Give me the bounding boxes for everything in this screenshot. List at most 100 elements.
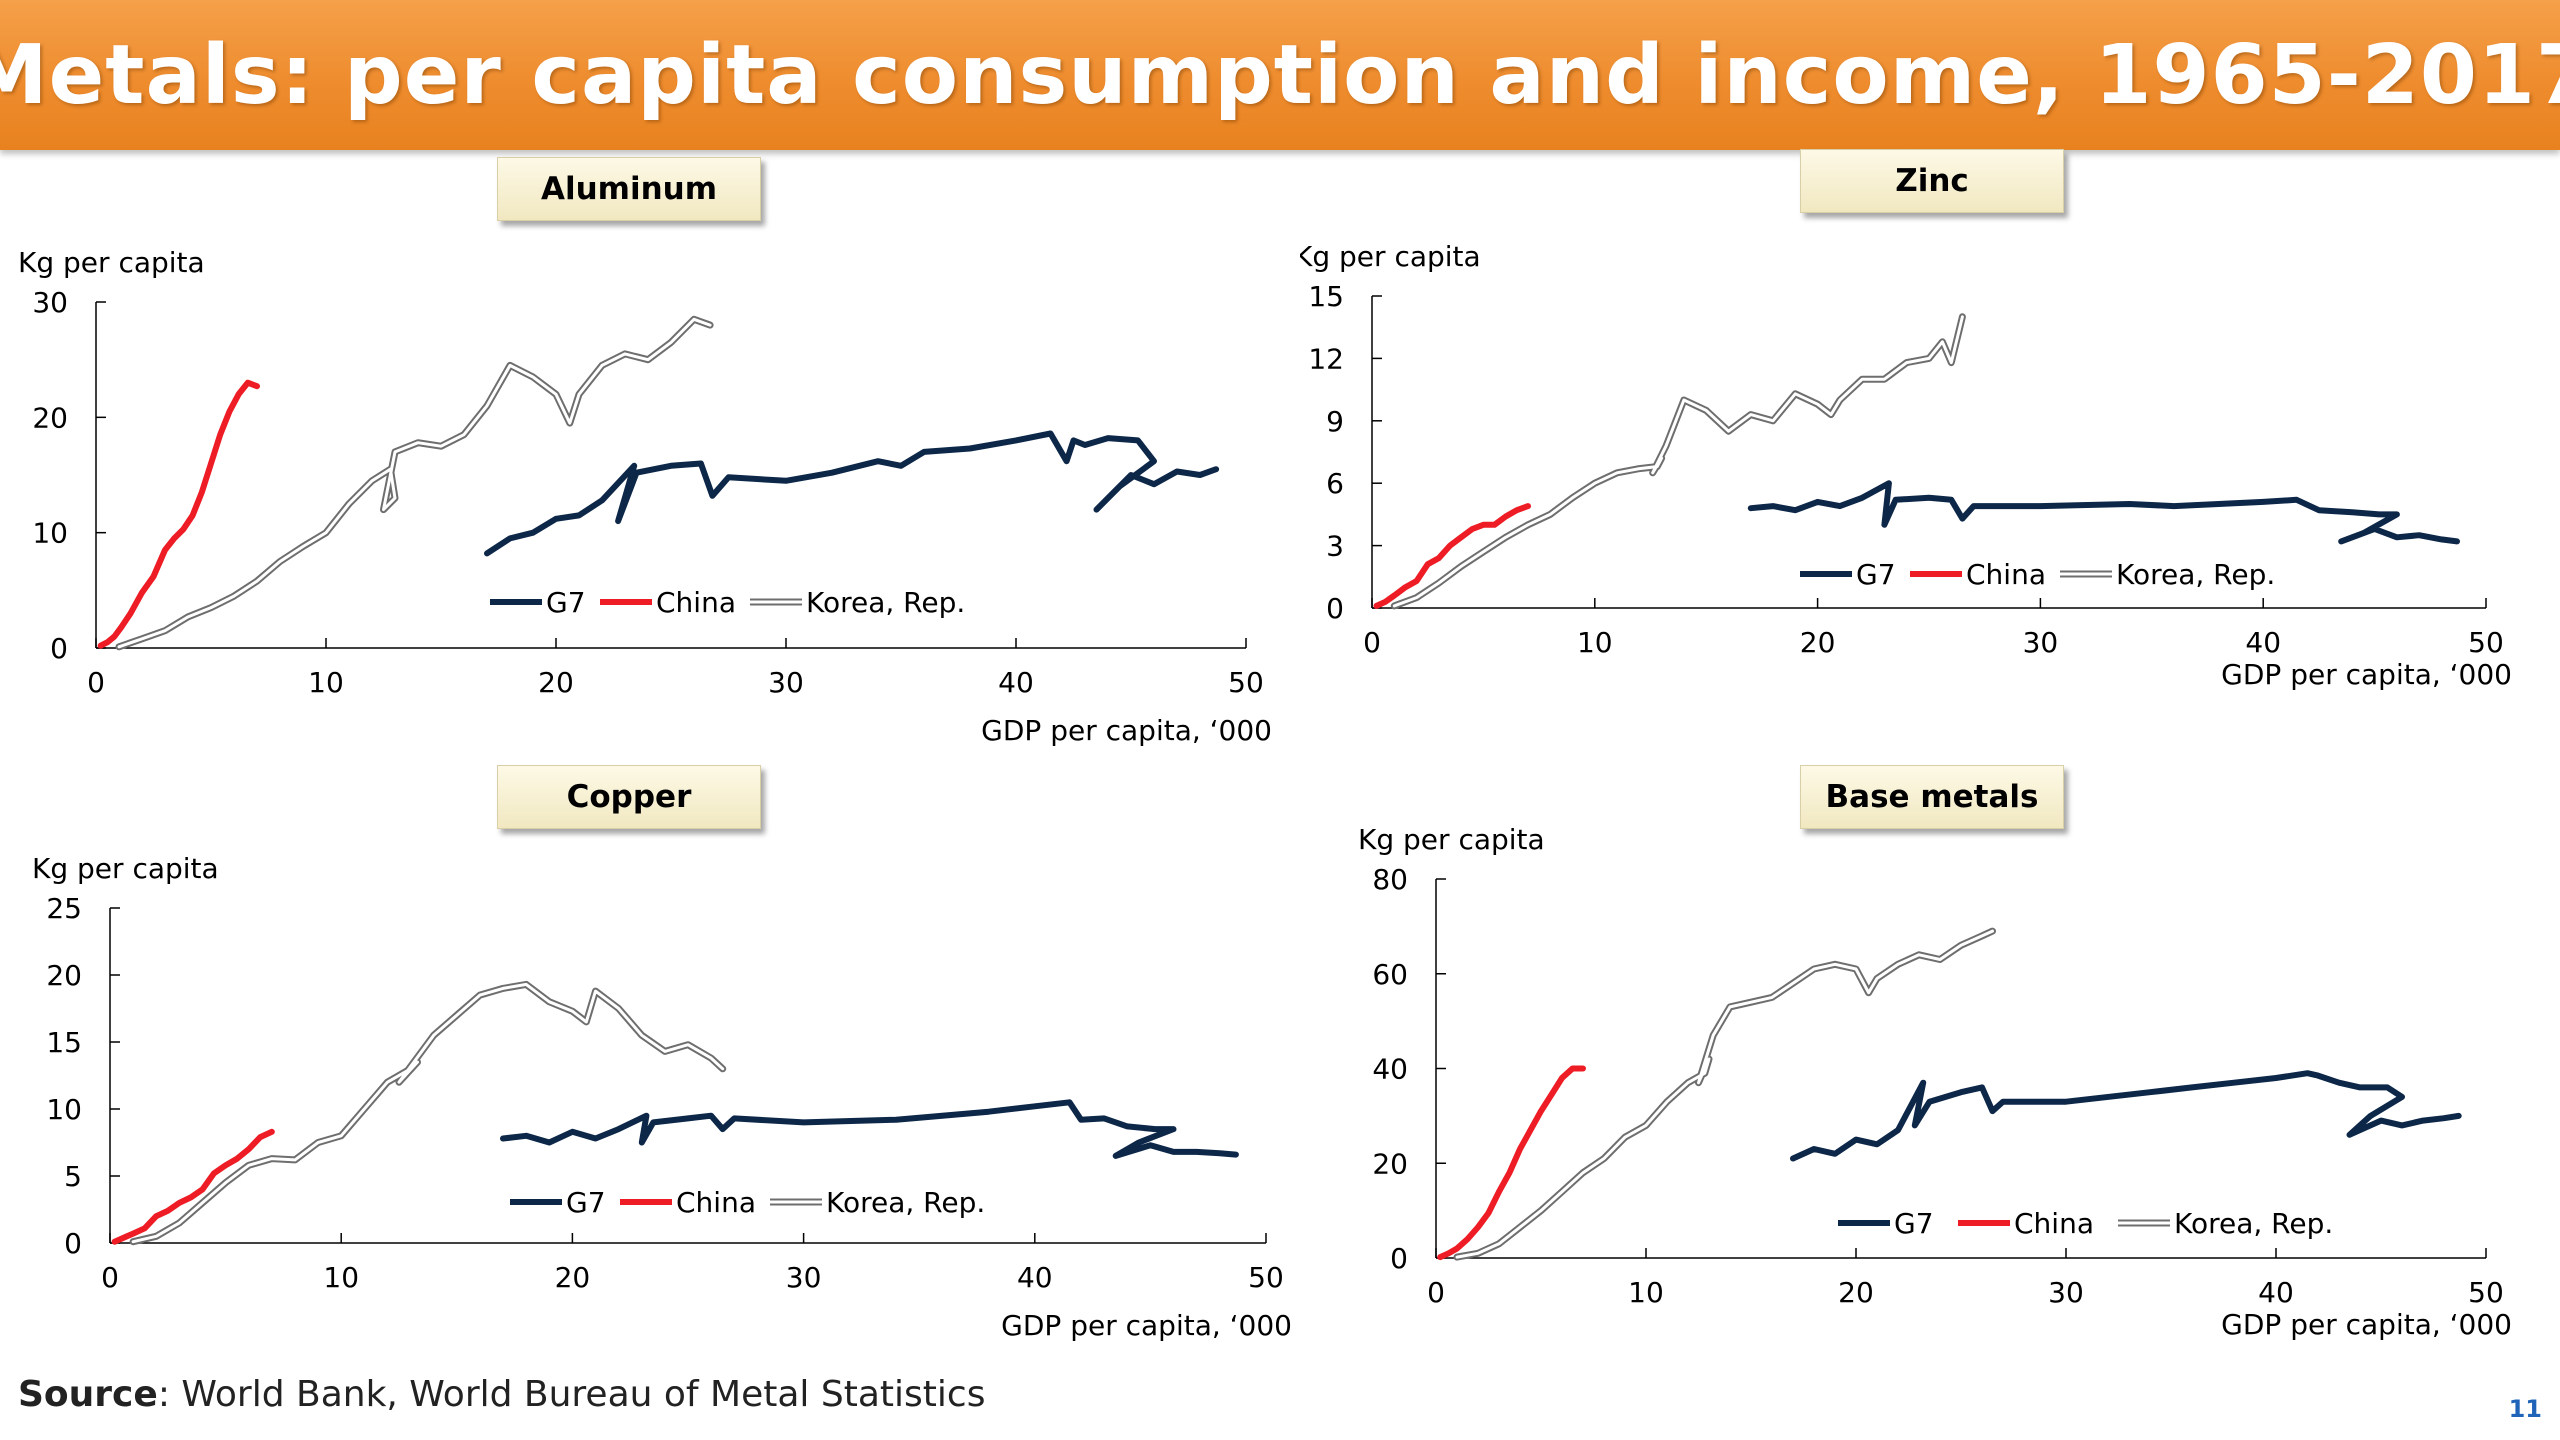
source-label: Source [18, 1374, 158, 1415]
title-banner: Metals: per capita consumption and incom… [0, 0, 2560, 150]
legend-label-g7: G7 [1894, 1207, 1934, 1240]
x-tick-label: 20 [538, 666, 574, 699]
y-tick-label: 20 [1372, 1147, 1408, 1180]
x-tick-label: 10 [1628, 1276, 1664, 1309]
page-number: 11 [2508, 1395, 2542, 1423]
x-tick-label: 20 [1800, 626, 1836, 659]
legend-label-g7: G7 [1856, 558, 1896, 591]
series-g7 [1790, 1070, 2462, 1162]
legend-label-korea: Korea, Rep. [806, 586, 965, 619]
series-g7 [1747, 480, 2460, 545]
source-text: : World Bank, World Bureau of Metal Stat… [157, 1374, 986, 1415]
legend-item-g7: G7 [1800, 558, 1896, 591]
x-tick-label: 30 [768, 666, 804, 699]
x-tick-label: 30 [786, 1261, 822, 1294]
legend-item-korea: Korea, Rep. [2060, 558, 2275, 591]
legend-label-china: China [1966, 558, 2046, 591]
series-korea [1390, 313, 1966, 610]
legend-label-china: China [2014, 1207, 2094, 1240]
x-tick-label: 0 [101, 1261, 119, 1294]
legend-item-g7: G7 [510, 1186, 606, 1219]
panel-label-copper: Copper [497, 765, 761, 829]
legend-item-china: China [1910, 558, 2046, 591]
legend-item-china: China [1958, 1207, 2094, 1240]
x-axis-label: GDP per capita, ‘000 [2221, 658, 2512, 691]
y-tick-label: 10 [46, 1093, 82, 1126]
series-korea [115, 315, 714, 651]
x-tick-label: 30 [2048, 1276, 2084, 1309]
x-axis-label: GDP per capita, ‘000 [981, 714, 1272, 747]
x-tick-label: 20 [1838, 1276, 1874, 1309]
y-tick-label: 3 [1326, 530, 1344, 563]
y-tick-label: 0 [64, 1227, 82, 1260]
y-tick-label: 6 [1326, 467, 1344, 500]
series-line-korea [117, 317, 712, 649]
panel-label-base-metals: Base metals [1800, 765, 2064, 829]
legend-label-korea: Korea, Rep. [826, 1186, 985, 1219]
legend-label-g7: G7 [546, 586, 586, 619]
y-tick-label: 15 [46, 1026, 82, 1059]
legend-item-china: China [620, 1186, 756, 1219]
page-title: Metals: per capita consumption and incom… [0, 27, 2560, 123]
series-china [1437, 1065, 1586, 1261]
series-korea [1453, 927, 1996, 1261]
chart-zinc: 0 3 6 9 12 15 0 10 20 30 40 50 Kg per capita GDP per … [1300, 240, 2512, 691]
x-axis-label: GDP per capita, ‘000 [2221, 1308, 2512, 1341]
x-tick-label: 50 [1248, 1261, 1284, 1294]
y-tick-label: 0 [1390, 1242, 1408, 1275]
x-axis-label: GDP per capita, ‘000 [1001, 1309, 1292, 1342]
y-tick-label: 12 [1308, 342, 1344, 375]
series-china [111, 1128, 275, 1245]
y-axis-label: Kg per capita [1300, 240, 1481, 273]
x-tick-label: 0 [87, 666, 105, 699]
y-tick-label: 30 [32, 286, 68, 319]
legend-label-korea: Korea, Rep. [2174, 1207, 2333, 1240]
x-tick-label: 40 [1017, 1261, 1053, 1294]
x-tick-label: 20 [555, 1261, 591, 1294]
source-note: Source: World Bank, World Bureau of Meta… [18, 1374, 985, 1415]
x-tick-label: 50 [2468, 1276, 2504, 1309]
y-tick-label: 5 [64, 1160, 82, 1193]
legend-label-china: China [676, 1186, 756, 1219]
series-line-g7 [500, 1099, 1239, 1159]
y-tick-label: 0 [1326, 592, 1344, 625]
y-tick-label: 0 [50, 632, 68, 665]
legend-label-china: China [656, 586, 736, 619]
series-china [97, 379, 260, 649]
x-tick-label: 40 [998, 666, 1034, 699]
y-axis-label: Kg per capita [1358, 823, 1545, 856]
chart-aluminum: 0 10 20 30 0 10 20 30 40 50 Kg per capita GDP per c… [18, 246, 1272, 747]
series-line-china [111, 1128, 275, 1245]
y-tick-label: 20 [32, 401, 68, 434]
series-line-korea [131, 982, 725, 1244]
x-tick-label: 10 [323, 1261, 359, 1294]
series-line-korea [1392, 315, 1964, 608]
x-tick-label: 30 [2023, 626, 2059, 659]
x-tick-label: 40 [2258, 1276, 2294, 1309]
y-tick-label: 10 [32, 517, 68, 550]
y-tick-label: 80 [1372, 863, 1408, 896]
y-axis-label: Kg per capita [18, 246, 205, 279]
x-tick-label: 0 [1363, 626, 1381, 659]
legend-label-g7: G7 [566, 1186, 606, 1219]
series-line-china [97, 379, 260, 649]
y-tick-label: 25 [46, 892, 82, 925]
chart-copper: 0 5 10 15 20 25 0 10 20 30 40 50 Kg per capita GDP pe… [32, 852, 1292, 1342]
x-tick-label: 0 [1427, 1276, 1445, 1309]
y-tick-label: 15 [1308, 280, 1344, 313]
series-line-china [1437, 1065, 1586, 1261]
series-line-g7 [1747, 480, 2460, 545]
series-korea [129, 980, 727, 1246]
x-tick-label: 10 [308, 666, 344, 699]
series-line-korea [1455, 929, 1994, 1259]
legend-item-china: China [600, 586, 736, 619]
legend-item-korea: Korea, Rep. [770, 1186, 985, 1219]
series-line-china [1373, 503, 1531, 609]
legend-label-korea: Korea, Rep. [2116, 558, 2275, 591]
chart-base-metals: 0 20 40 60 80 0 10 20 30 40 50 Kg per capita GDP per… [1358, 823, 2512, 1341]
legend-item-g7: G7 [1838, 1207, 1934, 1240]
legend-item-g7: G7 [490, 586, 586, 619]
panel-label-aluminum: Aluminum [497, 157, 761, 221]
legend-item-korea: Korea, Rep. [2118, 1207, 2333, 1240]
y-axis-label: Kg per capita [32, 852, 219, 885]
